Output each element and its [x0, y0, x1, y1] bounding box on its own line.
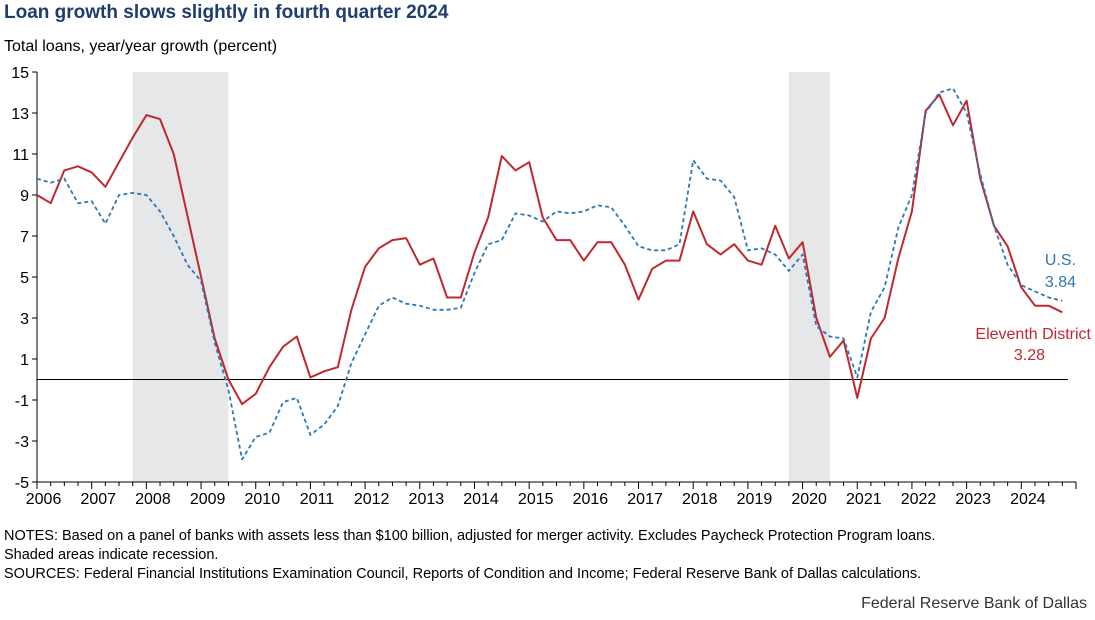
notes-line: NOTES: Based on a panel of banks with as… — [4, 528, 936, 544]
x-tick-label: 2007 — [80, 491, 116, 508]
x-tick-label: 2008 — [135, 491, 171, 508]
y-tick-label: 5 — [20, 270, 29, 287]
y-tick-label: 3 — [20, 311, 29, 328]
y-tick-label: 11 — [12, 147, 29, 164]
y-tick-label: -1 — [15, 393, 29, 410]
y-axis-label: Total loans, year/year growth (percent) — [4, 38, 278, 55]
x-tick-label: 2024 — [1010, 491, 1046, 508]
eleventh-district-series-label: Eleventh District — [975, 326, 1091, 343]
y-tick-label: -3 — [15, 434, 29, 451]
series-lines — [36, 87, 1063, 461]
eleventh-district-series-line — [36, 93, 1063, 406]
notes-recession: Shaded areas indicate recession. — [4, 547, 219, 563]
x-tick-label: 2010 — [245, 491, 281, 508]
x-tick-label: 2018 — [682, 491, 718, 508]
brand-label: Federal Reserve Bank of Dallas — [861, 595, 1087, 612]
x-tick-label: 2006 — [26, 491, 62, 508]
recession-band — [132, 72, 229, 482]
chart-title: Loan growth slows slightly in fourth qua… — [4, 2, 449, 23]
y-tick-label: -5 — [15, 475, 29, 492]
x-tick-label: 2020 — [791, 491, 827, 508]
x-tick-label: 2015 — [518, 491, 554, 508]
x-tick-label: 2021 — [846, 491, 882, 508]
x-tick-label: 2016 — [573, 491, 609, 508]
us-series-line — [36, 87, 1063, 461]
sources-line: SOURCES: Federal Financial Institutions … — [4, 566, 922, 582]
y-tick-label: 7 — [20, 229, 29, 246]
x-tick-label: 2013 — [409, 491, 445, 508]
recession-shading — [132, 72, 830, 482]
x-tick-label: 2011 — [300, 491, 335, 508]
x-tick-label: 2017 — [627, 491, 663, 508]
y-tick-label: 13 — [11, 106, 29, 123]
y-tick-label: 15 — [11, 65, 29, 82]
y-tick-label: 1 — [20, 352, 29, 369]
x-tick-label: 2009 — [190, 491, 226, 508]
notes-block: NOTES: Based on a panel of banks with as… — [4, 527, 1089, 584]
x-tick-label: 2014 — [463, 491, 499, 508]
x-tick-label: 2022 — [901, 491, 937, 508]
x-tick-label: 2023 — [955, 491, 991, 508]
us-series-label: U.S. — [1045, 252, 1076, 269]
y-tick-label: 9 — [20, 188, 29, 205]
series-labels: U.S. 3.84 Eleventh District 3.28 — [975, 252, 1091, 364]
x-tick-label: 2019 — [737, 491, 773, 508]
us-end-value-label: 3.84 — [1045, 274, 1076, 291]
eleventh-district-end-value-label: 3.28 — [1014, 347, 1045, 364]
x-tick-label: 2012 — [354, 491, 390, 508]
